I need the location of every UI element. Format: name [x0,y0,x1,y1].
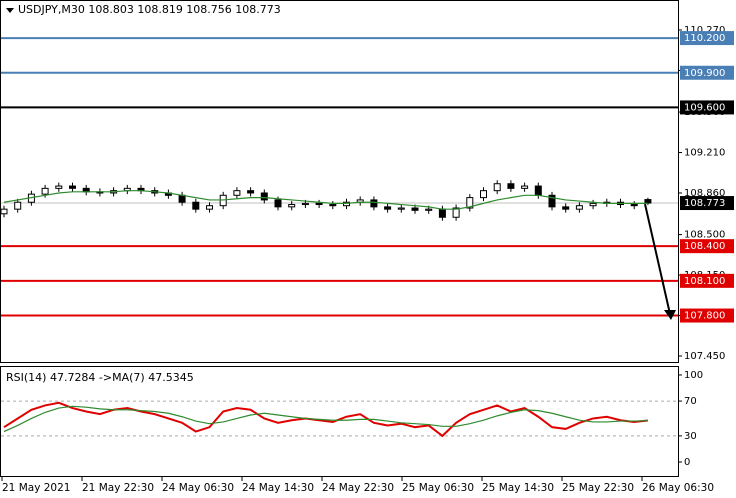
candle-body [247,190,255,194]
candle-body [288,204,296,208]
arrow-head [664,310,676,320]
y-tick-label: 109.210 [684,148,725,159]
last-price-tag [680,196,734,211]
y-tick-label: 0 [684,457,690,468]
main-panel [0,0,679,363]
y-tick-label: 100 [684,370,703,381]
candle-body [192,201,200,210]
y-tick-label: 110.270 [684,25,725,36]
rsi-line [3,405,648,433]
candle-body [384,206,392,210]
candle-body [69,185,76,189]
y-tick-label: 108.860 [684,188,725,199]
candle-body [507,183,515,189]
candle-body [589,202,597,207]
y-tick-label: 30 [684,431,697,442]
candle-body [206,205,213,210]
candle-body [0,208,8,215]
level-tag [680,308,734,323]
level-label: 109.900 [684,68,725,79]
rsi-title: RSI(14) 47.7284 ->MA(7) 47.5345 [6,371,194,384]
level-tag [680,273,734,288]
candle-body [452,207,460,218]
forecast-arrow [644,203,671,315]
level-tag [680,100,734,115]
candle-body [274,199,282,208]
candle-body [41,187,49,195]
candle-body [411,207,419,211]
candle-body [301,202,309,206]
level-label: 108.400 [684,241,725,252]
level-tag [680,65,734,80]
candle-body [644,199,652,204]
candle-body [370,199,378,208]
candle-body [438,208,446,218]
x-tick-label: 25 May 14:30 [482,482,554,494]
candle-body [575,205,583,210]
y-tick-label: 108.500 [684,230,725,241]
candle-body [521,185,529,189]
chart-title: USDJPY,M30 108.803 108.819 108.756 108.7… [18,3,281,16]
level-label: 109.600 [684,102,725,113]
candle-body [233,190,241,196]
candle-body [315,202,323,206]
candle-body [178,194,186,203]
x-tick-label: 26 May 06:30 [642,482,714,494]
title-icon [6,8,14,13]
level-label: 110.200 [684,33,725,44]
x-tick-label: 21 May 2021 [2,482,70,494]
candle-body [493,183,501,192]
level-tag [680,31,734,46]
x-tick-label: 24 May 06:30 [162,482,234,494]
candle-body [260,192,268,201]
level-label: 108.100 [684,276,725,287]
rsi-panel [0,366,679,477]
rsi-line [3,401,649,438]
x-tick-label: 24 May 22:30 [322,482,394,494]
candle-body [480,190,487,199]
candle-body [329,204,337,207]
candle-body [562,206,570,210]
candle-body [630,204,638,207]
candle-body [55,185,63,189]
x-tick-label: 24 May 14:30 [242,482,314,494]
y-tick-label: 70 [684,396,697,407]
candle-body [534,185,542,196]
x-tick-label: 25 May 22:30 [562,482,634,494]
x-tick-label: 21 May 22:30 [82,482,154,494]
level-label: 107.800 [684,311,725,322]
candle-body [425,208,433,211]
candle-body [14,201,22,210]
level-tag [680,239,734,254]
candle-body [548,194,556,208]
last-price-label: 108.773 [684,198,725,209]
candle-body [466,197,474,209]
candle-body [397,207,405,210]
y-tick-label: 107.450 [684,351,725,362]
moving-average [3,190,648,210]
x-tick-label: 25 May 06:30 [402,482,474,494]
